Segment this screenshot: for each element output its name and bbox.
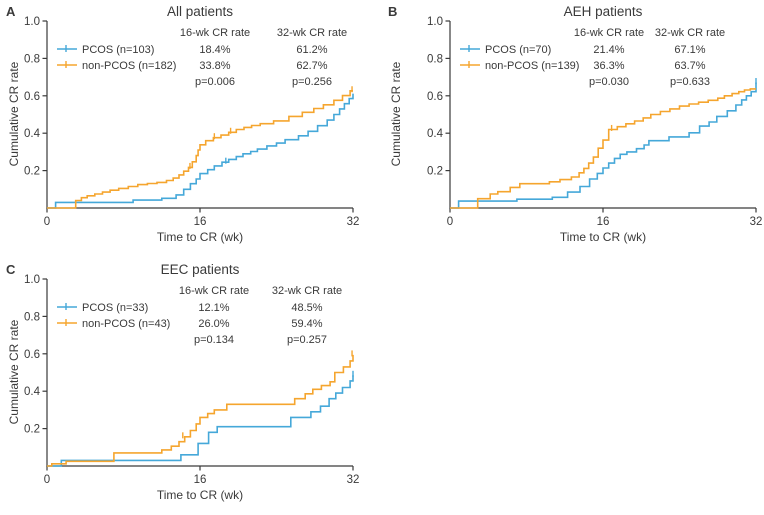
- panel-label-c: C: [6, 262, 16, 277]
- x-axis-label: Time to CR (wk): [156, 230, 244, 244]
- non-pcos-curve: [450, 88, 756, 209]
- x-tick-label: 32: [347, 474, 360, 486]
- cr-16wk-value: 18.4%: [199, 44, 230, 56]
- p-value-32wk: p=0.633: [670, 76, 710, 88]
- y-tick-label: 0.4: [24, 386, 41, 398]
- y-tick-label: 0.8: [427, 53, 443, 65]
- y-tick-label: 0.4: [24, 128, 41, 140]
- x-tick-label: 16: [194, 216, 207, 228]
- cr-rate-column-header: 32-wk CR rate: [277, 27, 347, 39]
- cr-16wk-value: 12.1%: [198, 302, 229, 314]
- cr-16wk-value: 33.8%: [199, 60, 230, 72]
- y-tick-label: 0.8: [24, 311, 40, 323]
- y-tick-label: 0.6: [24, 349, 40, 361]
- cr-rate-column-header: 16-wk CR rate: [574, 27, 644, 39]
- cr-32wk-value: 59.4%: [291, 318, 322, 330]
- pcos-curve: [450, 82, 757, 209]
- y-tick-label: 1.0: [24, 16, 40, 28]
- panel-title: AEH patients: [563, 4, 643, 19]
- cr-rate-column-header: 32-wk CR rate: [655, 27, 725, 39]
- y-tick-label: 0.6: [427, 91, 443, 103]
- x-axis-label: Time to CR (wk): [156, 488, 244, 502]
- p-value-32wk: p=0.257: [287, 334, 327, 346]
- legend-series-name: PCOS (n=33): [82, 302, 148, 314]
- legend-series-name: PCOS (n=70): [485, 44, 551, 56]
- p-value-16wk: p=0.006: [195, 76, 235, 88]
- x-tick-label: 16: [194, 474, 207, 486]
- cr-32wk-value: 67.1%: [674, 44, 705, 56]
- panel-label-a: A: [6, 4, 16, 19]
- panel-all-patients: A All patients Cumulative CR rate Time t…: [0, 0, 382, 258]
- cr-32wk-value: 61.2%: [296, 44, 327, 56]
- panel-title: All patients: [166, 4, 234, 19]
- cr-rate-column-header: 16-wk CR rate: [179, 285, 249, 297]
- p-value-16wk: p=0.134: [194, 334, 234, 346]
- p-value-16wk: p=0.030: [589, 76, 629, 88]
- chart-canvas-eec-patients: 0.2 0.4 0.6 0.8 1.0 0 16 32 16-wk CR rate 32-wk C…: [24, 274, 360, 486]
- x-tick-label: 32: [347, 216, 360, 228]
- cr-16wk-value: 21.4%: [593, 44, 624, 56]
- non-pcos-curve: [47, 354, 354, 467]
- x-tick-label: 32: [750, 216, 763, 228]
- panel-title: EEC patients: [160, 262, 240, 277]
- panel-label-b: B: [388, 4, 398, 19]
- y-tick-label: 0.6: [24, 91, 40, 103]
- pcos-curve: [47, 93, 354, 209]
- y-tick-label: 0.2: [24, 424, 40, 436]
- y-tick-label: 1.0: [24, 274, 40, 286]
- p-value-32wk: p=0.256: [292, 76, 332, 88]
- x-tick-label: 0: [44, 216, 50, 228]
- x-tick-label: 16: [597, 216, 610, 228]
- x-tick-label: 0: [44, 474, 50, 486]
- cr-32wk-value: 48.5%: [291, 302, 322, 314]
- cr-32wk-value: 63.7%: [674, 60, 705, 72]
- chart-canvas-aeh-patients: 0.2 0.4 0.6 0.8 1.0 0 16 32 16-wk CR rate 32-wk C…: [427, 16, 763, 228]
- legend-series-name: non-PCOS (n=43): [82, 318, 170, 330]
- non-pcos-curve: [47, 90, 353, 209]
- y-tick-label: 0.2: [24, 166, 40, 178]
- panel-eec-patients: C EEC patients Cumulative CR rate Time t…: [0, 258, 382, 515]
- y-tick-label: 1.0: [427, 16, 443, 28]
- cr-rate-column-header: 32-wk CR rate: [272, 285, 342, 297]
- x-tick-label: 0: [447, 216, 453, 228]
- pcos-curve: [47, 375, 354, 467]
- y-tick-label: 0.8: [24, 53, 40, 65]
- cr-rate-column-header: 16-wk CR rate: [180, 27, 250, 39]
- cr-32wk-value: 62.7%: [296, 60, 327, 72]
- cr-16wk-value: 26.0%: [198, 318, 229, 330]
- cr-16wk-value: 36.3%: [593, 60, 624, 72]
- chart-canvas-all-patients: 0.2 0.4 0.6 0.8 1.0 0 16 32 16-wk CR rate 32-wk C…: [24, 16, 360, 228]
- y-tick-label: 0.4: [427, 128, 444, 140]
- panel-aeh-patients: B AEH patients Cumulative CR rate Time t…: [382, 0, 764, 258]
- legend-series-name: PCOS (n=103): [82, 44, 154, 56]
- legend-series-name: non-PCOS (n=139): [485, 60, 579, 72]
- y-tick-label: 0.2: [427, 166, 443, 178]
- legend-series-name: non-PCOS (n=182): [82, 60, 176, 72]
- x-axis-label: Time to CR (wk): [559, 230, 647, 244]
